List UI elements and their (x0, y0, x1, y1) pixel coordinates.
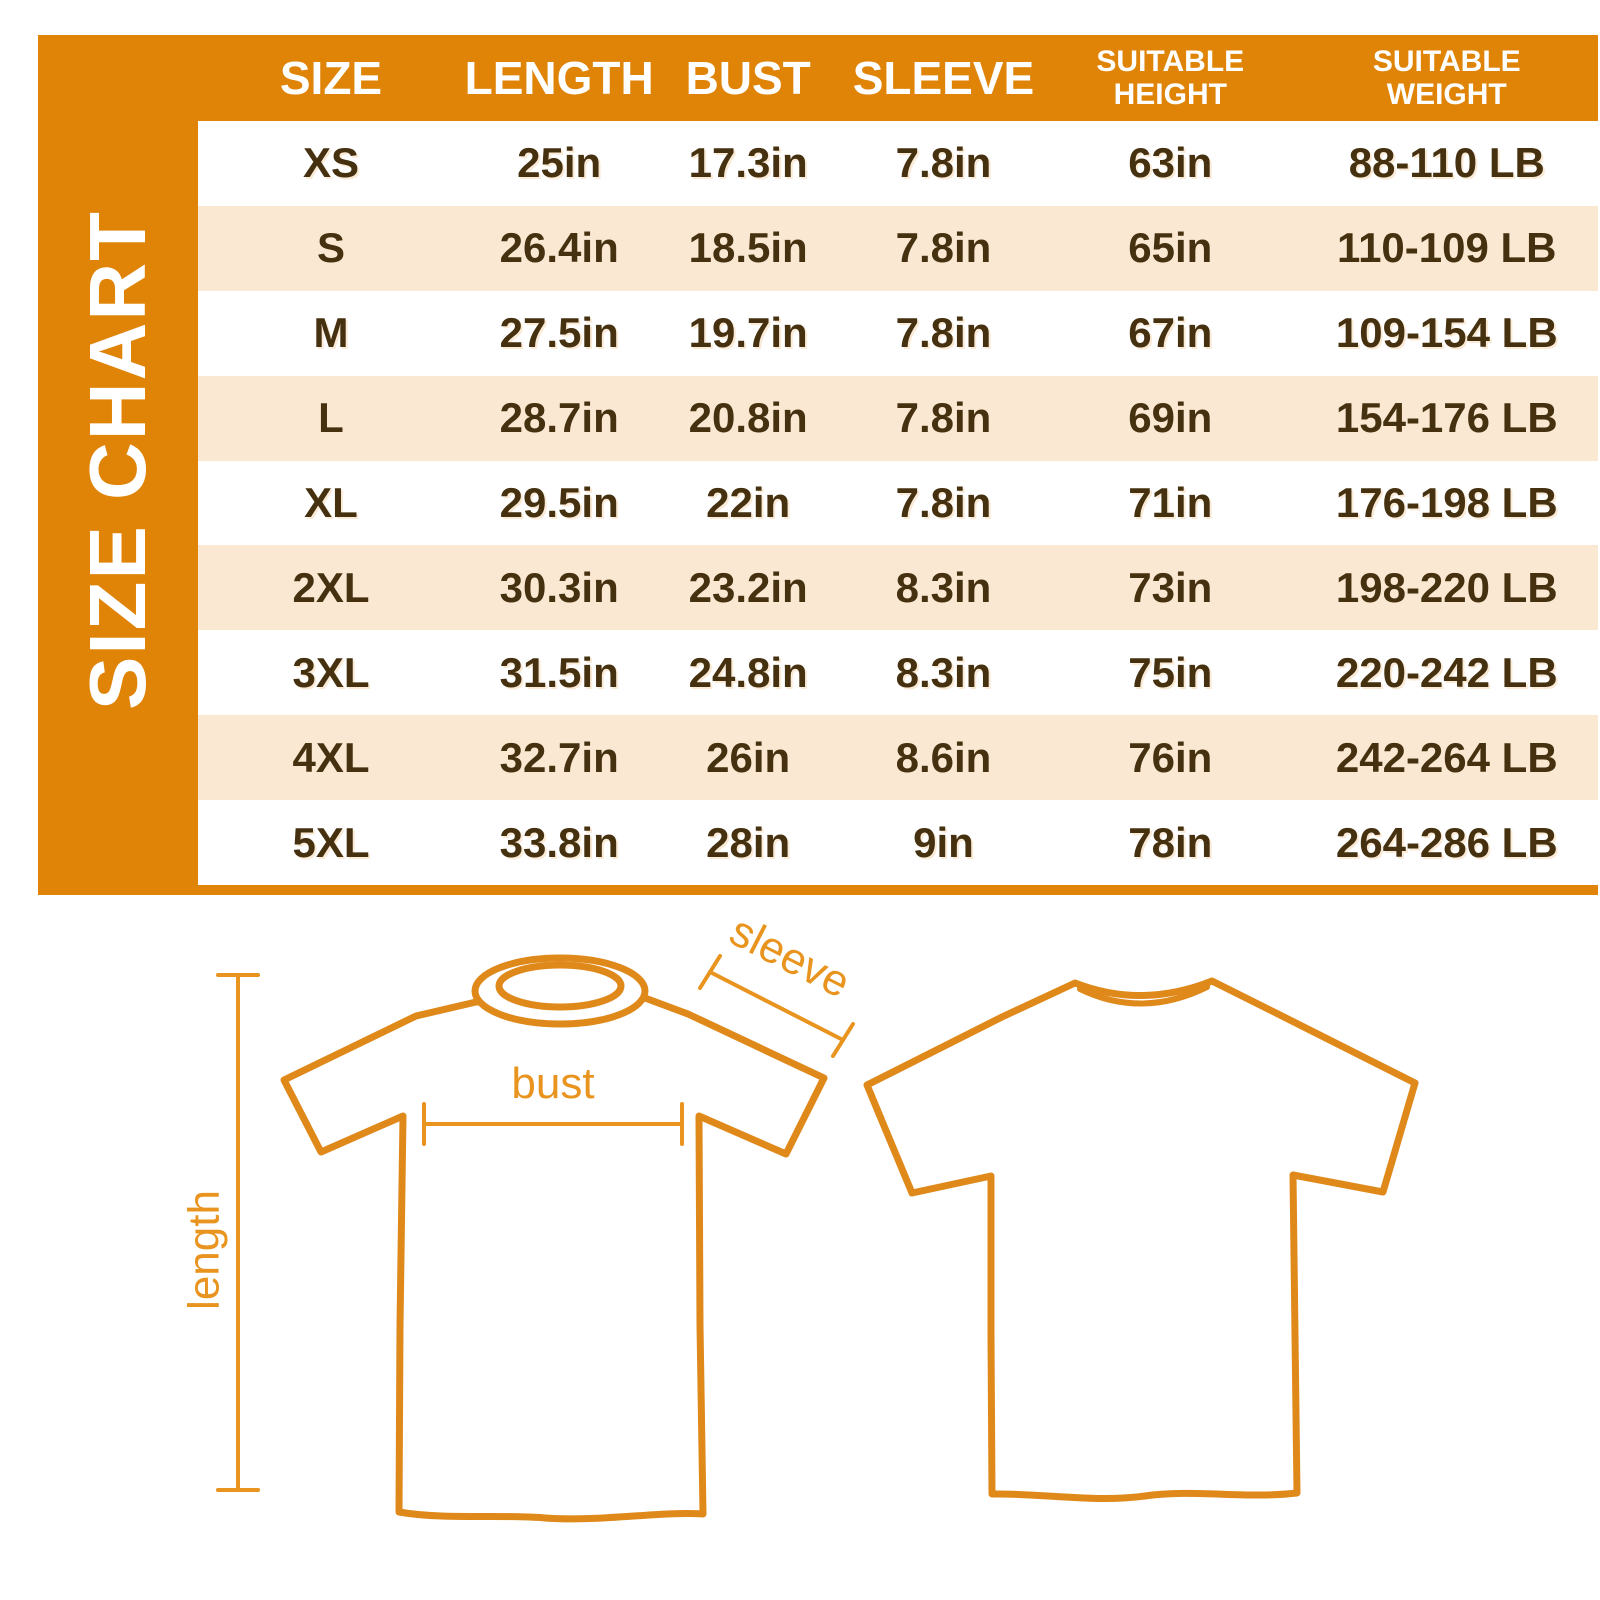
cell-bust: 17.3in (688, 139, 808, 187)
cell-sleeve: 7.8in (895, 139, 992, 187)
cell-suitable-weight: 198-220 LB (1335, 563, 1558, 611)
cell-suitable-height: 67in (1128, 309, 1213, 357)
cell-sleeve: 7.8in (895, 394, 992, 442)
length-label: length (180, 1190, 229, 1310)
size-chart-title: SIZE CHART (73, 210, 162, 710)
cell-suitable-weight: 109-154 LB (1335, 309, 1558, 357)
bust-label: bust (511, 1059, 594, 1108)
cell-length: 27.5in (499, 309, 619, 357)
cell-bust: 18.5in (688, 224, 808, 272)
cell-length: 26.4in (499, 224, 619, 272)
sleeve-measure-line (698, 954, 855, 1058)
cell-bust: 22in (706, 479, 791, 526)
cell-size: 3XL (292, 648, 370, 696)
cell-suitable-weight: 154-176 LB (1335, 394, 1558, 442)
column-header-suitable-height-line2: HEIGHT (1113, 78, 1227, 111)
cell-bust: 26in (706, 733, 791, 781)
cell-sleeve: 7.8in (895, 479, 992, 526)
back-collar-band (1077, 984, 1210, 1007)
column-header-sleeve: SLEEVE (842, 55, 1045, 101)
table-row-l: L 28.7in 20.8in 7.8in 69in 154-176 LB (198, 375, 1598, 461)
cell-suitable-weight: 264-286 LB (1335, 818, 1558, 866)
cell-length: 32.7in (499, 733, 619, 781)
table-row-m: M 27.5in 19.7in 7.8in 67in 109-154 LB (198, 290, 1598, 376)
cell-size: S (316, 224, 345, 272)
cell-sleeve: 7.8in (895, 309, 992, 357)
column-header-bust-line1: BUST (685, 52, 811, 104)
cell-suitable-height: 71in (1128, 479, 1213, 526)
column-header-length: LENGTH (464, 55, 654, 101)
cell-suitable-weight: 176-198 LB (1335, 479, 1558, 526)
cell-bust: 19.7in (688, 309, 808, 357)
table-header-row: SIZE LENGTH BUST SLEEVE SUITABLE HEIGHT S… (198, 35, 1598, 121)
cell-bust: 20.8in (688, 394, 808, 442)
cell-bust: 24.8in (688, 648, 808, 696)
cell-length: 28.7in (499, 394, 619, 442)
cell-sleeve: 8.6in (895, 733, 992, 781)
cell-suitable-height: 65in (1128, 224, 1213, 272)
cell-length: 33.8in (499, 818, 619, 866)
cell-suitable-height: 63in (1128, 139, 1213, 187)
table-body: XS 25in 17.3in 7.8in 63in 88-110 LB S 26… (198, 121, 1598, 886)
cell-size: 5XL (292, 818, 370, 866)
table-row-5xl: 5XL 33.8in 28in 9in 78in 264-286 LB (198, 800, 1598, 886)
table-row-4xl: 4XL 32.7in 26in 8.6in 76in 242-264 LB (198, 715, 1598, 801)
cell-size: XS (302, 139, 360, 187)
column-header-suitable-weight-line2: WEIGHT (1386, 78, 1507, 111)
column-header-suitable-weight-line1: SUITABLE (1372, 45, 1521, 78)
cell-length: 30.3in (499, 563, 619, 611)
cell-bust: 23.2in (688, 563, 808, 611)
cell-suitable-height: 69in (1128, 394, 1213, 442)
back-tshirt-outline (863, 977, 1419, 1502)
bust-measure-line (422, 1102, 684, 1146)
cell-sleeve: 9in (913, 818, 974, 866)
cell-length: 31.5in (499, 648, 619, 696)
column-header-suitable-weight: SUITABLE WEIGHT (1296, 45, 1598, 111)
measurement-diagram: length bust sleeve (180, 906, 1419, 1523)
size-chart-panel: SIZE CHART SIZE LENGTH BUST SLEEVE SUITA… (38, 35, 1598, 895)
cell-suitable-height: 73in (1128, 563, 1213, 611)
column-header-bust: BUST (654, 55, 842, 101)
cell-suitable-weight: 242-264 LB (1335, 733, 1558, 781)
cell-size: 4XL (292, 733, 370, 781)
cell-length: 29.5in (499, 479, 619, 526)
sleeve-label: sleeve (722, 906, 858, 1007)
column-header-suitable-height: SUITABLE HEIGHT (1045, 45, 1296, 111)
column-header-size-line1: SIZE (279, 52, 383, 104)
cell-size: M (313, 309, 349, 357)
cell-sleeve: 8.3in (895, 563, 992, 611)
cell-sleeve: 8.3in (895, 648, 992, 696)
cell-suitable-weight: 88-110 LB (1348, 139, 1545, 187)
cell-suitable-weight: 220-242 LB (1335, 648, 1558, 696)
size-table: SIZE LENGTH BUST SLEEVE SUITABLE HEIGHT S… (198, 35, 1598, 886)
column-header-size: SIZE (198, 55, 464, 101)
cell-length: 25in (517, 139, 602, 187)
cell-size: 2XL (292, 563, 370, 611)
table-row-2xl: 2XL 30.3in 23.2in 8.3in 73in 198-220 LB (198, 545, 1598, 631)
front-collar-inner (495, 961, 625, 1011)
cell-suitable-height: 76in (1128, 733, 1213, 781)
column-header-suitable-height-line1: SUITABLE (1096, 45, 1245, 78)
table-row-3xl: 3XL 31.5in 24.8in 8.3in 75in 220-242 LB (198, 630, 1598, 716)
column-header-sleeve-line1: SLEEVE (852, 52, 1035, 104)
cell-size: XL (304, 479, 358, 526)
table-row-s: S 26.4in 18.5in 7.8in 65in 110-109 LB (198, 205, 1598, 291)
side-title-band: SIZE CHART (38, 35, 198, 885)
front-tshirt-outline (280, 954, 828, 1523)
length-measure-line (216, 973, 260, 1492)
cell-suitable-weight: 110-109 LB (1337, 224, 1557, 272)
cell-bust: 28in (706, 818, 791, 866)
cell-sleeve: 7.8in (895, 224, 992, 272)
column-header-length-line1: LENGTH (464, 52, 654, 104)
cell-size: L (318, 394, 344, 442)
cell-suitable-height: 78in (1128, 818, 1213, 866)
cell-suitable-height: 75in (1128, 648, 1213, 696)
table-row-xl: XL 29.5in 22in 7.8in 71in 176-198 LB (198, 460, 1598, 546)
table-row-xs: XS 25in 17.3in 7.8in 63in 88-110 LB (198, 121, 1598, 206)
